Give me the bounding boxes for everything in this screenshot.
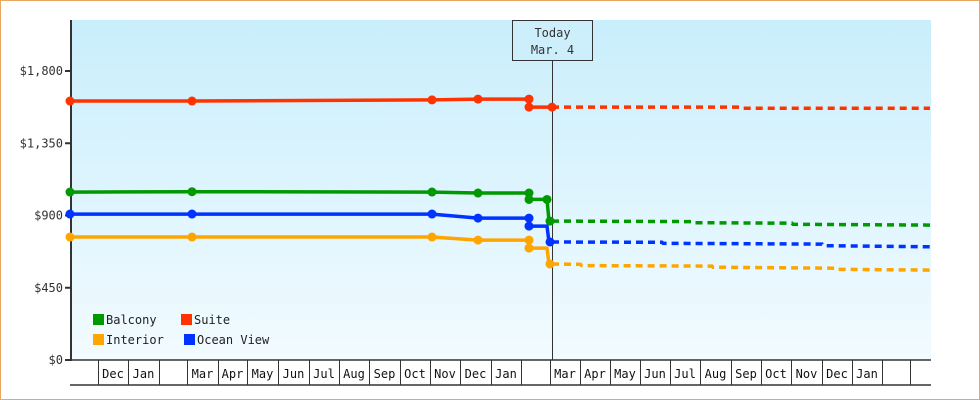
- x-axis: Dec Jan Mar Apr May Jun Jul Aug Sep Oct Nov Dec Jan M…: [70, 359, 931, 386]
- series-lines: [65, 94, 931, 272]
- balcony-data-point: [524, 188, 534, 198]
- series-ocean-view: [65, 209, 931, 249]
- balcony-data-point: [473, 188, 483, 198]
- suite-data-point: [187, 96, 197, 106]
- interior-forecast-line: [551, 262, 931, 272]
- month-label: Oct: [404, 367, 426, 381]
- month-label: Mar: [554, 367, 576, 381]
- month-label: Dec: [826, 367, 848, 381]
- ocean-view-data-point: [65, 209, 75, 219]
- ocean-view-data-point: [187, 209, 197, 219]
- month-label: Jan: [856, 367, 878, 381]
- today-label: Today: [534, 26, 570, 40]
- month-label: Jul: [313, 367, 335, 381]
- suite-data-point: [524, 94, 534, 104]
- legend-swatch-suite: [181, 314, 192, 325]
- legend-label-balcony: Balcony: [106, 313, 157, 327]
- month-label: May: [614, 367, 636, 381]
- today-box: [512, 20, 593, 61]
- y-axis: $0 $450 $900 $1,350 $1,800: [20, 20, 72, 367]
- month-label: Dec: [465, 367, 487, 381]
- legend-label-suite: Suite: [194, 313, 230, 327]
- interior-data-point: [545, 259, 555, 269]
- month-label: May: [252, 367, 274, 381]
- suite-data-point: [524, 102, 534, 112]
- interior-data-point: [427, 232, 437, 242]
- month-label: Jun: [644, 367, 666, 381]
- month-label: Aug: [705, 367, 727, 381]
- suite-data-point: [427, 95, 437, 105]
- month-label: Mar: [192, 367, 214, 381]
- y-tick-label: $1,800: [20, 64, 63, 78]
- balcony-data-point: [187, 187, 197, 197]
- series-suite: [65, 94, 930, 112]
- month-label: Apr: [222, 367, 244, 381]
- month-label: Nov: [434, 367, 456, 381]
- month-label: Nov: [796, 367, 818, 381]
- month-label: Jan: [495, 367, 517, 381]
- series-balcony: [65, 187, 931, 227]
- month-label: Sep: [374, 367, 396, 381]
- balcony-data-point: [545, 216, 555, 226]
- ocean-view-data-point: [473, 213, 483, 223]
- suite-data-point: [473, 94, 483, 104]
- today-marker: Today Mar. 4: [512, 20, 593, 360]
- interior-data-point: [524, 235, 534, 245]
- balcony-data-point: [524, 194, 534, 204]
- y-tick-label: $1,350: [20, 136, 63, 150]
- ocean-view-data-point: [545, 237, 555, 247]
- month-label: Sep: [735, 367, 757, 381]
- y-tick-label: $900: [34, 209, 63, 223]
- balcony-data-point: [427, 187, 437, 197]
- ocean-view-data-point: [427, 209, 437, 219]
- legend-swatch-balcony: [93, 314, 104, 325]
- ocean-view-data-point: [524, 221, 534, 231]
- ocean-view-forecast-line: [551, 240, 931, 249]
- month-label: Dec: [102, 367, 124, 381]
- legend-label-ocean-view: Ocean View: [197, 333, 270, 347]
- balcony-forecast-line: [551, 219, 931, 227]
- month-label: Jul: [674, 367, 696, 381]
- interior-data-point: [524, 243, 534, 253]
- month-label: Jun: [283, 367, 305, 381]
- balcony-data-point: [65, 187, 75, 197]
- balcony-data-point: [542, 194, 552, 204]
- y-tick-label: $0: [49, 353, 63, 367]
- series-interior: [65, 232, 931, 272]
- interior-data-point: [65, 232, 75, 242]
- today-date: Mar. 4: [531, 43, 574, 57]
- legend: Balcony Suite Interior Ocean View: [93, 313, 270, 347]
- interior-data-point: [473, 235, 483, 245]
- interior-data-point: [187, 232, 197, 242]
- month-label: Apr: [584, 367, 606, 381]
- legend-swatch-interior: [93, 334, 104, 345]
- legend-swatch-ocean-view: [184, 334, 195, 345]
- month-label: Oct: [765, 367, 787, 381]
- suite-data-point: [547, 102, 557, 112]
- legend-label-interior: Interior: [106, 333, 164, 347]
- y-tick-label: $450: [34, 281, 63, 295]
- ocean-view-data-point: [524, 213, 534, 223]
- month-label: Jan: [133, 367, 155, 381]
- suite-data-point: [65, 96, 75, 106]
- month-label: Aug: [343, 367, 365, 381]
